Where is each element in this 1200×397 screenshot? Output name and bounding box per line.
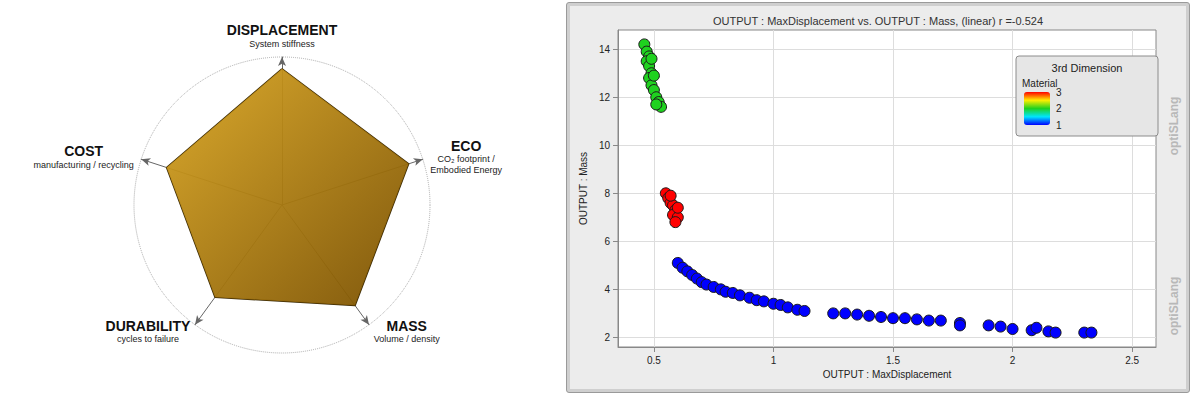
svg-text:manufacturing / recycling: manufacturing / recycling [34, 160, 134, 170]
svg-text:4: 4 [604, 284, 610, 295]
svg-text:OUTPUT : MaxDisplacement vs. O: OUTPUT : MaxDisplacement vs. OUTPUT : Ma… [713, 15, 1043, 27]
svg-text:3: 3 [1056, 87, 1062, 98]
svg-text:3rd Dimension: 3rd Dimension [1052, 62, 1123, 74]
svg-text:Material: Material [1022, 78, 1058, 89]
svg-text:1: 1 [1056, 120, 1062, 131]
svg-text:2: 2 [1056, 103, 1062, 114]
svg-text:System stiffness: System stiffness [249, 39, 315, 49]
svg-text:DURABILITY: DURABILITY [106, 318, 191, 334]
svg-text:2: 2 [604, 332, 610, 343]
svg-text:ECO: ECO [451, 138, 481, 154]
svg-text:10: 10 [599, 140, 611, 151]
svg-text:CO₂ footprint /: CO₂ footprint / [438, 154, 496, 164]
svg-text:optiSLang: optiSLang [1167, 97, 1181, 156]
svg-text:Volume / density: Volume / density [374, 334, 441, 344]
svg-text:6: 6 [604, 236, 610, 247]
svg-text:optiSLang: optiSLang [1167, 277, 1181, 336]
svg-text:2.5: 2.5 [1125, 355, 1139, 366]
svg-text:OUTPUT : Mass: OUTPUT : Mass [578, 152, 589, 225]
svg-text:2: 2 [1010, 355, 1016, 366]
svg-text:0.5: 0.5 [647, 355, 661, 366]
svg-text:MASS: MASS [386, 318, 426, 334]
svg-text:1: 1 [771, 355, 777, 366]
svg-text:COST: COST [64, 143, 103, 159]
svg-text:cycles to failure: cycles to failure [117, 334, 179, 344]
svg-text:DISPLACEMENT: DISPLACEMENT [227, 22, 338, 38]
svg-text:12: 12 [599, 92, 611, 103]
svg-text:14: 14 [599, 44, 611, 55]
svg-text:1.5: 1.5 [886, 355, 900, 366]
svg-text:8: 8 [604, 188, 610, 199]
svg-text:Embodied Energy: Embodied Energy [430, 165, 502, 175]
svg-text:OUTPUT : MaxDisplacement: OUTPUT : MaxDisplacement [823, 369, 952, 380]
